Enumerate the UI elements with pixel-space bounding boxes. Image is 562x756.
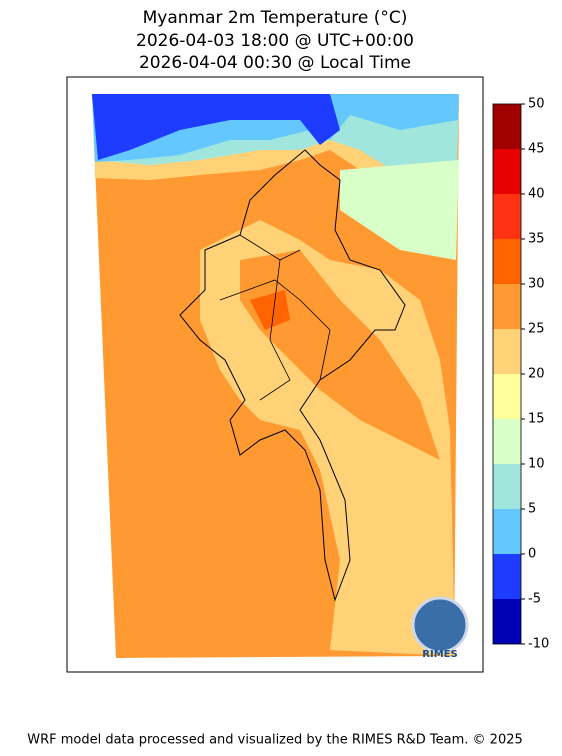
title-line: 2026-04-04 00:30 @ Local Time <box>139 53 411 73</box>
colorbar-segment <box>493 104 521 149</box>
colorbar-tick-label: 30 <box>528 277 545 292</box>
country-outline <box>179 149 406 602</box>
region-borders <box>219 234 331 401</box>
colorbar-segment <box>493 194 521 239</box>
colorbar-segment <box>493 374 521 419</box>
field-hotspot <box>250 290 290 330</box>
colorbar-tick-label: 25 <box>528 322 545 337</box>
colorbar-tick-label: -5 <box>528 592 541 607</box>
logo-emblem <box>411 596 469 654</box>
colorbar-tick-label: 5 <box>528 502 536 517</box>
field-mild <box>340 160 459 260</box>
colorbar-segment <box>493 329 521 374</box>
field-freezing <box>92 94 340 160</box>
colorbar-tick-label: 15 <box>528 412 545 427</box>
colorbar-segment <box>493 284 521 329</box>
colorbar-segment <box>493 464 521 509</box>
colorbar-tick-label: 10 <box>528 457 545 472</box>
colorbar-segment <box>493 239 521 284</box>
colorbar-tick-label: 20 <box>528 367 545 382</box>
map: RIMES <box>66 76 484 673</box>
title-line: Myanmar 2m Temperature (°C) <box>143 8 408 28</box>
colorbar-segment <box>493 509 521 554</box>
colorbar-tick-label: 35 <box>528 232 545 247</box>
colorbar-tick-label: 0 <box>528 547 536 562</box>
colorbar-segment <box>493 554 521 599</box>
colorbar-segment <box>493 599 521 644</box>
title-line: 2026-04-03 18:00 @ UTC+00:00 <box>136 31 414 51</box>
colorbar-tick-label: -10 <box>528 637 549 652</box>
colorbar-tick-label: 40 <box>528 187 545 202</box>
colorbar-segment <box>493 419 521 464</box>
logo-text: RIMES <box>422 649 457 660</box>
colorbar-segment <box>493 149 521 194</box>
footer: WRF model data processed and visualized … <box>27 733 523 748</box>
colorbar-tick-label: 50 <box>528 97 545 112</box>
colorbar: -10 -5 0 5 10 15 20 25 30 35 40 45 50 <box>492 97 549 652</box>
field-hot <box>240 250 440 460</box>
map-frame <box>66 76 484 673</box>
colorbar-tick-label: 45 <box>528 142 545 157</box>
